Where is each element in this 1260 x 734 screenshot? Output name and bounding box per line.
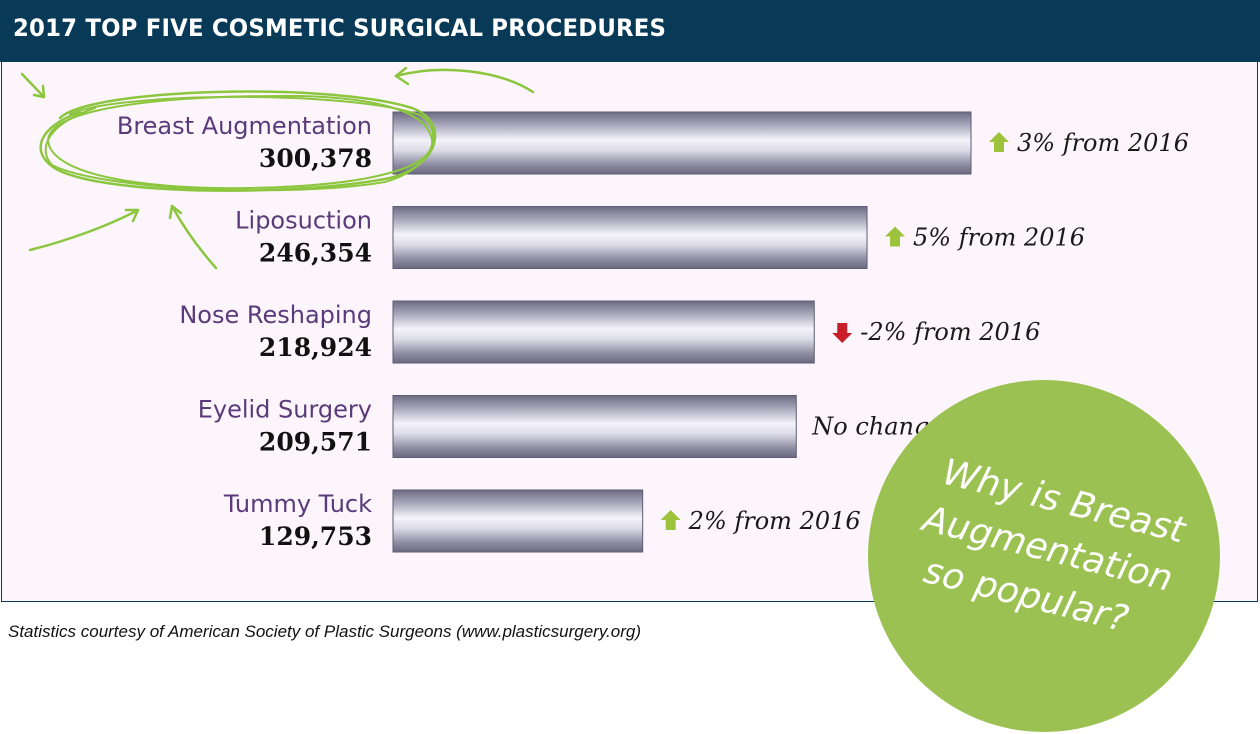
value-label: 300,378 xyxy=(259,144,372,173)
down-arrow-icon xyxy=(832,323,853,343)
callout-badge: Why is Breast Augmentation so popular? xyxy=(868,380,1220,732)
highlight-doodle xyxy=(20,66,535,270)
arrow-icon xyxy=(394,66,535,94)
change-label: -2% from 2016 xyxy=(860,318,1040,346)
source-footnote: Statistics courtesy of American Society … xyxy=(8,622,642,641)
up-arrow-icon xyxy=(660,510,681,530)
up-arrow-icon xyxy=(989,132,1009,152)
highlight-ring xyxy=(47,94,434,190)
bar xyxy=(392,111,972,175)
value-label: 129,753 xyxy=(259,522,372,551)
bar xyxy=(392,206,868,269)
chart-header: 2017 TOP FIVE COSMETIC SURGICAL PROCEDUR… xyxy=(0,0,1260,62)
category-label: Eyelid Surgery xyxy=(198,396,372,424)
arrow-icon xyxy=(168,204,218,270)
arrow-icon xyxy=(20,72,46,99)
change-label: 2% from 2016 xyxy=(688,507,861,535)
category-label: Liposuction xyxy=(235,207,372,235)
change-label: 5% from 2016 xyxy=(913,224,1085,252)
arrow-icon xyxy=(28,208,140,252)
callout-circle xyxy=(868,380,1220,732)
chart-title: 2017 TOP FIVE COSMETIC SURGICAL PROCEDUR… xyxy=(13,14,667,42)
category-label: Tummy Tuck xyxy=(223,490,372,518)
bar xyxy=(392,300,815,364)
change-label: 3% from 2016 xyxy=(1017,129,1189,157)
value-label: 209,571 xyxy=(259,428,372,457)
bar xyxy=(392,489,644,553)
category-label: Nose Reshaping xyxy=(179,301,372,329)
bar xyxy=(392,395,797,458)
value-label: 246,354 xyxy=(259,239,372,268)
up-arrow-icon xyxy=(885,226,906,247)
category-label: Breast Augmentation xyxy=(117,112,372,140)
value-label: 218,924 xyxy=(259,333,372,362)
highlight-ring xyxy=(39,90,437,192)
